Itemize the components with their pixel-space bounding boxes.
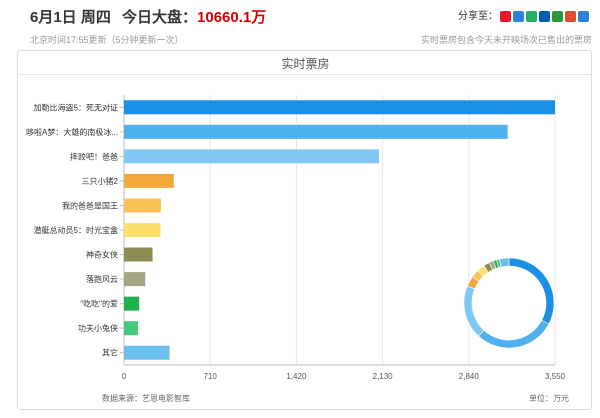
renren-icon[interactable] [539,10,550,22]
share-bar: 分享至： [458,7,589,22]
bar [124,100,555,115]
category-label: "吃吃"的爱 [80,299,118,309]
category-label: 神奇女侠 [86,250,118,260]
x-tick-label: 2,840 [459,372,480,381]
category-label: 落跑风云 [86,274,118,284]
data-source: 数据来源：艺恩电影智库 [102,394,190,403]
bar [124,173,174,188]
share-label: 分享至： [458,11,498,22]
bar [124,272,146,287]
title-divider [18,74,591,75]
donut-slice [498,257,510,268]
bar [124,198,162,213]
category-label: 加勒比海盗5：死无对证 [34,102,118,112]
chart-panel: 实时票房 0 710 1,420 2,130 2,840 3,550 加勒比海盗5：死无对证… [17,50,592,410]
qzone-icon[interactable] [513,10,524,22]
category-label: 功夫小兔侠 [78,323,118,333]
x-tick-label: 3,550 [545,372,566,381]
total-value: 10660.1万 [197,9,267,26]
bar [124,247,153,262]
x-tick-label: 1,420 [286,372,307,381]
box-office-note: 实时票房包含今天未开映场次已售出的票房 [420,35,592,45]
category-label: 其它 [102,348,118,358]
category-label: 摔跤吧！爸爸 [70,151,118,161]
wechat-icon[interactable] [526,10,537,22]
category-label: 哆啦A梦：大雄的南极冰... [26,127,118,137]
daily-total: 今日大盘：10660.1万 [122,6,266,27]
weibo-icon[interactable] [500,10,511,22]
douban-icon[interactable] [552,10,563,22]
date-title: 6月1日 周四 [30,9,111,26]
bar [124,345,170,360]
bar [124,321,138,336]
bar-chart: 0 710 1,420 2,130 2,840 3,550 加勒比海盗5：死无对证哆啦A梦：… [26,95,566,381]
bar [124,296,140,311]
bar [124,124,508,139]
kaixin-icon[interactable] [565,10,576,22]
header: 6月1日 周四 今日大盘：10660.1万 分享至： [0,0,600,52]
total-label: 今日大盘： [122,9,198,26]
category-label: 我的爸爸是国王 [62,200,118,210]
donut-background [463,257,555,349]
bar [124,149,379,164]
more-plus-icon[interactable] [578,10,589,22]
x-tick-label: 0 [122,372,127,381]
x-tick-label: 710 [204,372,218,381]
x-tick-label: 2,130 [373,372,394,381]
bar [124,223,161,237]
chart-title: 实时票房 [281,57,330,71]
unit-label: 单位：万元 [529,394,569,403]
category-label: 三只小猪2 [82,176,119,186]
category-label: 潜艇总动员5：时光宝盒 [34,225,118,235]
update-time: 北京时间17:55更新（5分钟更新一次） [30,35,184,45]
